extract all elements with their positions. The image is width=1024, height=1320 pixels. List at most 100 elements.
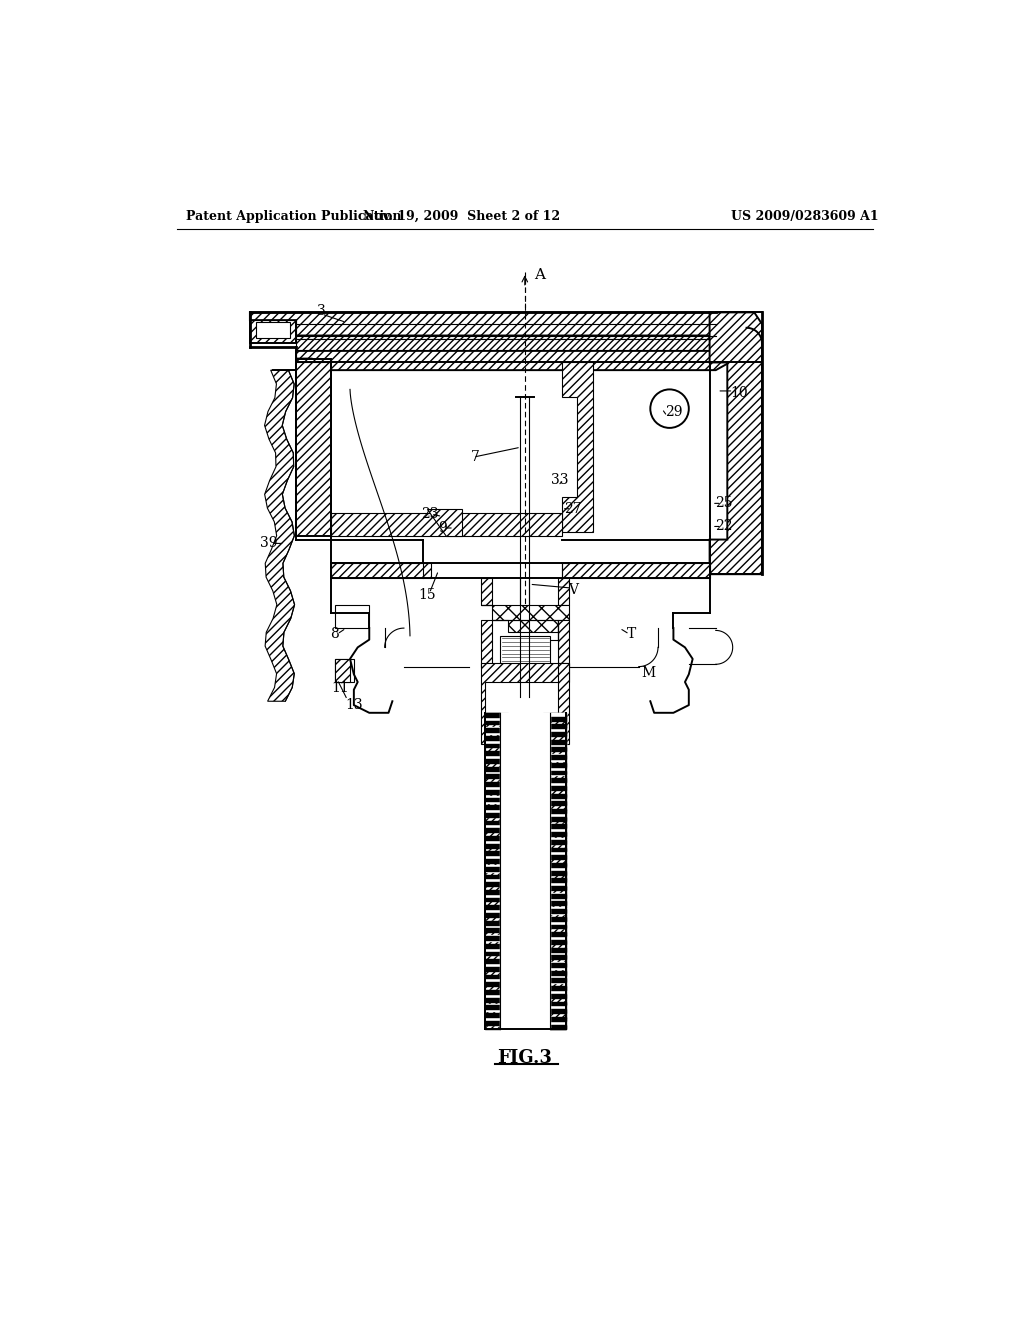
- Text: 39: 39: [260, 536, 278, 550]
- Polygon shape: [550, 847, 565, 851]
- Polygon shape: [550, 785, 565, 789]
- Polygon shape: [484, 913, 500, 917]
- Text: V: V: [568, 582, 579, 597]
- Polygon shape: [550, 932, 565, 936]
- Polygon shape: [550, 994, 565, 998]
- Polygon shape: [484, 867, 500, 871]
- Polygon shape: [484, 805, 500, 809]
- Polygon shape: [550, 779, 565, 781]
- Polygon shape: [427, 508, 462, 536]
- Polygon shape: [550, 1002, 565, 1006]
- Polygon shape: [484, 759, 500, 763]
- Polygon shape: [484, 829, 500, 832]
- Polygon shape: [550, 948, 565, 952]
- Polygon shape: [550, 801, 565, 805]
- Polygon shape: [250, 317, 296, 343]
- Polygon shape: [481, 578, 493, 605]
- Polygon shape: [550, 733, 565, 737]
- Polygon shape: [550, 978, 565, 982]
- Polygon shape: [550, 970, 565, 974]
- Polygon shape: [550, 817, 565, 821]
- Polygon shape: [550, 713, 565, 1028]
- Text: 11: 11: [331, 681, 349, 696]
- Text: M: M: [641, 665, 655, 680]
- Polygon shape: [550, 956, 565, 960]
- Polygon shape: [484, 729, 500, 733]
- Text: 7: 7: [471, 450, 480, 465]
- Polygon shape: [550, 1016, 565, 1020]
- Polygon shape: [331, 512, 562, 536]
- Text: A: A: [535, 268, 545, 282]
- Text: Patent Application Publication: Patent Application Publication: [186, 210, 401, 223]
- Polygon shape: [484, 813, 500, 817]
- Polygon shape: [484, 713, 500, 1028]
- Text: 27: 27: [564, 502, 582, 516]
- Circle shape: [650, 389, 689, 428]
- Polygon shape: [484, 743, 500, 747]
- Polygon shape: [484, 928, 500, 932]
- Polygon shape: [558, 620, 569, 667]
- Text: FIG.3: FIG.3: [498, 1049, 552, 1067]
- Text: 29: 29: [666, 405, 683, 420]
- Text: 10: 10: [730, 387, 748, 400]
- Polygon shape: [550, 832, 565, 836]
- Polygon shape: [484, 713, 500, 717]
- Polygon shape: [484, 821, 500, 825]
- Text: Nov. 19, 2009  Sheet 2 of 12: Nov. 19, 2009 Sheet 2 of 12: [364, 210, 560, 223]
- Polygon shape: [484, 875, 500, 878]
- Polygon shape: [550, 940, 565, 944]
- Polygon shape: [484, 952, 500, 956]
- Polygon shape: [484, 944, 500, 948]
- Polygon shape: [296, 317, 716, 339]
- Polygon shape: [484, 982, 500, 986]
- Text: 25: 25: [715, 496, 732, 511]
- Text: 13: 13: [345, 698, 362, 711]
- Polygon shape: [484, 906, 500, 909]
- Polygon shape: [550, 909, 565, 913]
- Polygon shape: [484, 1006, 500, 1010]
- Polygon shape: [550, 771, 565, 775]
- Polygon shape: [296, 339, 716, 355]
- Polygon shape: [484, 890, 500, 894]
- Polygon shape: [484, 781, 500, 785]
- Polygon shape: [550, 855, 565, 859]
- Polygon shape: [550, 809, 565, 813]
- Text: US 2009/0283609 A1: US 2009/0283609 A1: [731, 210, 879, 223]
- Text: T: T: [627, 627, 636, 642]
- Polygon shape: [558, 578, 569, 605]
- Polygon shape: [550, 917, 565, 921]
- Polygon shape: [562, 363, 593, 532]
- Polygon shape: [484, 775, 500, 779]
- Polygon shape: [484, 966, 500, 970]
- Text: 33: 33: [552, 474, 569, 487]
- Polygon shape: [481, 620, 493, 667]
- Polygon shape: [550, 886, 565, 890]
- Text: 23: 23: [421, 507, 438, 521]
- Polygon shape: [493, 620, 558, 667]
- Polygon shape: [335, 605, 370, 628]
- Polygon shape: [550, 878, 565, 882]
- Polygon shape: [484, 843, 500, 847]
- Polygon shape: [296, 359, 331, 536]
- Polygon shape: [550, 902, 565, 906]
- Text: 8: 8: [330, 627, 339, 642]
- Polygon shape: [481, 663, 569, 743]
- Polygon shape: [550, 763, 565, 767]
- Polygon shape: [250, 313, 730, 370]
- Polygon shape: [562, 562, 710, 578]
- Polygon shape: [550, 986, 565, 990]
- Polygon shape: [484, 1014, 500, 1016]
- Polygon shape: [484, 990, 500, 994]
- Polygon shape: [484, 721, 500, 725]
- Polygon shape: [264, 370, 295, 701]
- Polygon shape: [550, 1010, 565, 1014]
- Polygon shape: [710, 313, 762, 574]
- Polygon shape: [484, 859, 500, 863]
- Polygon shape: [550, 863, 565, 867]
- Polygon shape: [550, 825, 565, 829]
- Polygon shape: [550, 725, 565, 729]
- Polygon shape: [484, 767, 500, 771]
- Polygon shape: [484, 936, 500, 940]
- Polygon shape: [550, 793, 565, 797]
- Polygon shape: [550, 739, 565, 743]
